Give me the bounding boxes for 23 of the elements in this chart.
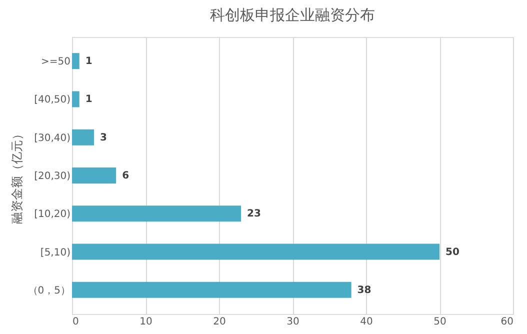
- data-label: 1: [85, 94, 92, 106]
- x-tick-label: 50: [434, 316, 446, 328]
- chart-title: 科创板申报企业融资分布: [210, 6, 375, 24]
- data-label: 50: [446, 246, 460, 258]
- y-tick-label: （0，5）: [28, 285, 70, 296]
- x-tick-label: 40: [360, 316, 373, 328]
- x-tick-label: 0: [72, 316, 79, 328]
- y-tick-label: >=50: [41, 56, 70, 68]
- x-tick-label: 10: [140, 316, 152, 328]
- x-tick-label: 30: [286, 316, 300, 328]
- y-tick-label: [10,20): [34, 209, 71, 220]
- y-tick-label: [30,40): [34, 132, 71, 144]
- data-label: 6: [122, 170, 130, 182]
- y-tick-label: [5,10): [40, 247, 71, 258]
- data-label: 1: [85, 56, 92, 68]
- data-label: 23: [247, 208, 262, 220]
- data-label: 38: [357, 284, 372, 296]
- y-tick-label: [40,50): [34, 94, 71, 106]
- x-tick-label: 60: [500, 316, 514, 328]
- x-tick-label: 20: [213, 316, 226, 328]
- data-label: 3: [100, 132, 108, 144]
- y-tick-label: [20,30): [34, 171, 71, 182]
- y-axis-title: 融资金额（亿元）: [10, 128, 24, 224]
